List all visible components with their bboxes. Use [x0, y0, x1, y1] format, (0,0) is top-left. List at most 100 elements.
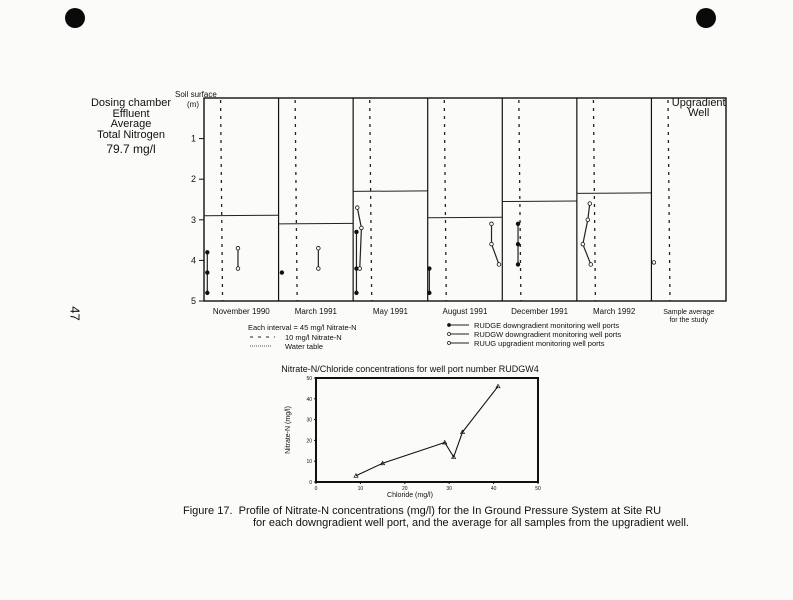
data-point-rudge — [205, 270, 210, 275]
legend-marker-ruug — [447, 341, 451, 345]
data-point-rudge — [205, 250, 210, 255]
legend-marker-rudgw — [447, 332, 451, 336]
data-point — [442, 439, 448, 445]
water-table-line — [427, 216, 503, 219]
profile-frame — [203, 97, 727, 302]
x-tick-label: 40 — [491, 486, 497, 492]
data-point-rudgw — [235, 246, 241, 251]
dosing-line-1: Dosing chamber — [90, 97, 172, 109]
data-point-rudgw — [359, 225, 364, 231]
panel-label: March 1992 — [593, 307, 636, 316]
reference-10mg-line — [443, 99, 447, 302]
reference-10mg-line — [592, 99, 597, 302]
y-axis-title: Soil surface — [175, 90, 217, 99]
data-point-rudge — [279, 270, 285, 275]
legend-label-rudge: RUDGE downgradient monitoring well ports — [474, 321, 619, 330]
y-axis-unit: (m) — [187, 100, 199, 109]
caption-line-2: for each downgradient well port, and the… — [253, 517, 689, 529]
data-point-ruug — [651, 260, 657, 265]
data-point-rudgw — [588, 262, 593, 267]
y-tick-label: 50 — [306, 376, 312, 382]
reference-10mg-line — [518, 99, 522, 302]
series-line — [355, 385, 499, 477]
panel-label: for the study — [669, 317, 708, 324]
data-point-rudgw — [316, 246, 321, 251]
chart-frame — [315, 377, 539, 483]
dosing-chamber-label: Dosing chamber Effluent Average Total Ni… — [80, 98, 182, 155]
data-point-rudge — [354, 229, 359, 235]
caption-label: Figure 17. — [183, 505, 233, 517]
y-tick-label: 30 — [306, 418, 312, 424]
y-axis-label: Nitrate-N (mg/l) — [285, 406, 292, 454]
legend-label-rudgw: RUDGW downgradient monitoring well ports — [474, 330, 621, 339]
x-tick-label: 0 — [315, 486, 318, 492]
caption-line-1: Profile of Nitrate-N concentrations (mg/… — [238, 505, 662, 517]
series-line-rudgw — [582, 203, 592, 265]
x-tick-label: 20 — [402, 486, 408, 492]
x-tick-label: 30 — [446, 486, 452, 492]
series-line-rudgw — [356, 207, 363, 269]
figure-caption: Figure 17. Profile of Nitrate-N concentr… — [183, 505, 689, 529]
water-table-line — [502, 200, 577, 203]
legend-interval: Each interval = 45 mg/l Nitrate-N — [248, 323, 357, 332]
binder-hole-left — [65, 8, 85, 28]
data-point-rudgw — [357, 266, 362, 271]
data-point-rudgw — [585, 217, 590, 222]
y-tick-label: 3 — [191, 215, 196, 225]
binder-hole-right — [696, 8, 716, 28]
water-table-line — [576, 192, 652, 194]
y-tick-label: 4 — [191, 255, 196, 265]
water-table-line — [203, 214, 279, 217]
y-tick-label: 10 — [306, 459, 312, 465]
water-table-line — [353, 190, 428, 192]
data-point-rudgw — [316, 266, 321, 271]
y-tick-label: 20 — [306, 438, 312, 444]
dosing-value: 79.7 mg/l — [106, 142, 156, 156]
reference-10mg-line — [294, 99, 298, 302]
x-axis-label: Chloride (mg/l) — [387, 492, 433, 499]
legend-label-ruug: RUUG upgradient monitoring well ports — [474, 339, 605, 348]
data-point-rudgw — [489, 241, 494, 247]
data-point — [451, 454, 457, 459]
reference-10mg-line — [667, 99, 671, 302]
legend-dashed-label: 10 mg/l Nitrate-N — [285, 333, 342, 342]
data-point-rudgw — [489, 221, 494, 227]
dosing-line-4: Total Nitrogen — [97, 128, 165, 141]
panel-title: Upgradient — [672, 97, 726, 109]
data-point-rudgw — [580, 241, 586, 247]
panel-label: Sample average — [663, 309, 714, 316]
y-tick-label: 2 — [191, 174, 196, 184]
dosing-line-3: Average — [110, 118, 152, 130]
chart-title: Nitrate-N/Chloride concentrations for we… — [281, 364, 539, 374]
data-point — [379, 460, 386, 466]
panel-title: Well — [688, 107, 709, 119]
data-point-rudgw — [355, 205, 360, 210]
reference-10mg-line — [369, 99, 373, 302]
data-point-rudge — [205, 290, 210, 296]
x-tick-label: 50 — [535, 486, 541, 492]
water-table-line — [278, 222, 354, 225]
panel-label: March 1991 — [295, 307, 338, 316]
data-point — [495, 383, 501, 389]
x-tick-label: 10 — [358, 486, 364, 492]
data-point — [353, 473, 359, 478]
y-tick-label: 40 — [306, 397, 312, 403]
data-point-rudge — [515, 241, 521, 247]
data-point-rudgw — [235, 266, 241, 271]
y-tick-label: 0 — [309, 480, 312, 486]
legend-marker-rudge — [447, 323, 451, 327]
panel-label: August 1991 — [443, 307, 488, 316]
data-point-rudge — [427, 266, 432, 271]
legend-water-table-label: Water table — [285, 342, 323, 351]
data-point-rudge — [515, 221, 521, 227]
data-point-rudgw — [496, 262, 502, 267]
data-point-rudgw — [587, 201, 592, 206]
panel-label: December 1991 — [511, 307, 568, 316]
dosing-line-2: Effluent — [112, 107, 150, 120]
data-point-rudge — [515, 262, 521, 267]
reference-10mg-line — [219, 99, 224, 302]
y-tick-label: 1 — [191, 134, 196, 144]
y-tick-label: 5 — [191, 296, 196, 306]
panel-label: November 1990 — [213, 307, 270, 316]
